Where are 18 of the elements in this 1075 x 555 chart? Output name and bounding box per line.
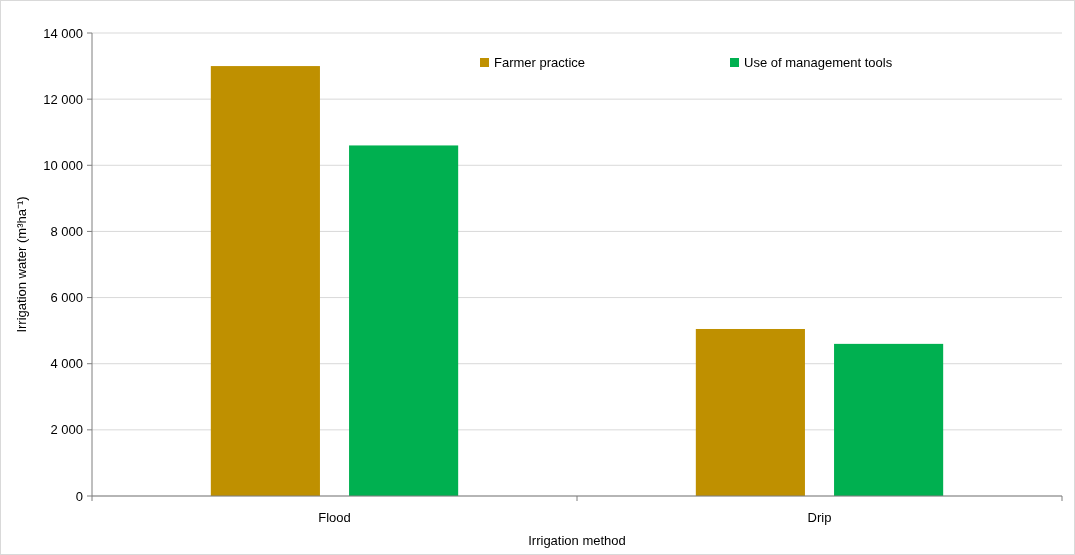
bar	[210, 66, 320, 496]
y-tick-label: 6 000	[50, 290, 83, 306]
x-tick-label: Flood	[318, 510, 351, 525]
y-tick-label: 0	[75, 488, 83, 504]
y-tick-label: 10 000	[43, 157, 83, 173]
y-axis-title: Irrigation water (m³ha⁻¹)	[14, 196, 29, 333]
y-tick-label: 14 000	[43, 25, 83, 41]
bar	[695, 328, 805, 496]
x-axis-title: Irrigation method	[528, 533, 626, 548]
legend-label: Use of management tools	[744, 55, 893, 70]
x-tick-label: Drip	[807, 510, 832, 525]
bar	[349, 145, 459, 496]
y-tick-label: 2 000	[50, 422, 83, 438]
y-tick-label: 12 000	[43, 91, 83, 107]
y-tick-label: 4 000	[50, 356, 83, 372]
bar	[834, 343, 944, 496]
y-tick-label: 8 000	[50, 223, 83, 239]
legend-label: Farmer practice	[494, 55, 586, 70]
